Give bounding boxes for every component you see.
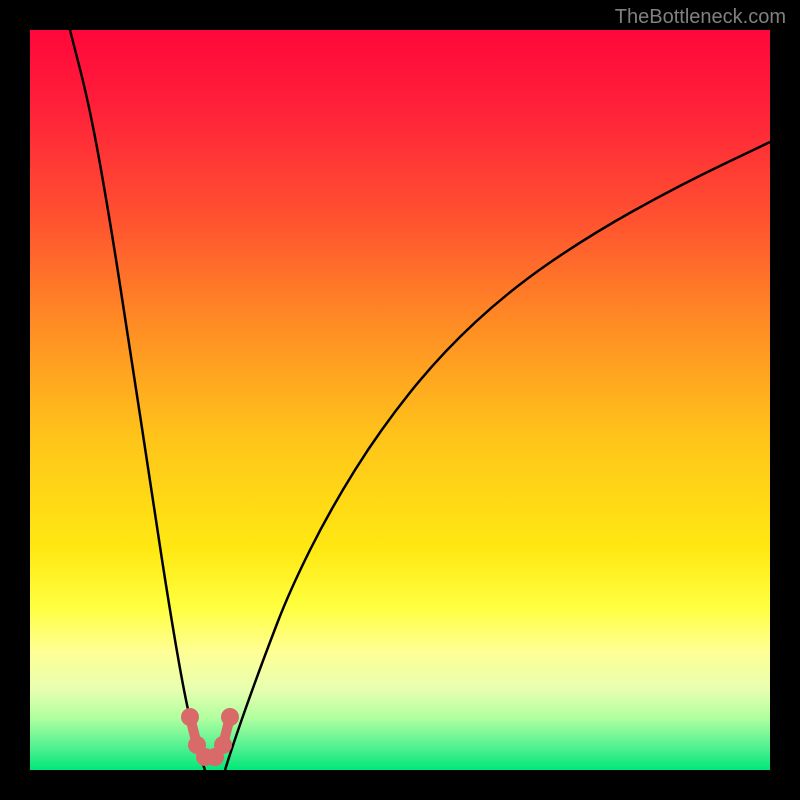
chart-curve-layer (30, 30, 770, 770)
valley-marker-dot (221, 708, 239, 726)
chart-plot-area (30, 30, 770, 770)
bottleneck-curve-left (70, 30, 205, 770)
valley-marker-dot (181, 708, 199, 726)
watermark-text: TheBottleneck.com (615, 6, 786, 29)
bottleneck-curve-right (225, 142, 770, 770)
valley-marker-dot (214, 736, 232, 754)
